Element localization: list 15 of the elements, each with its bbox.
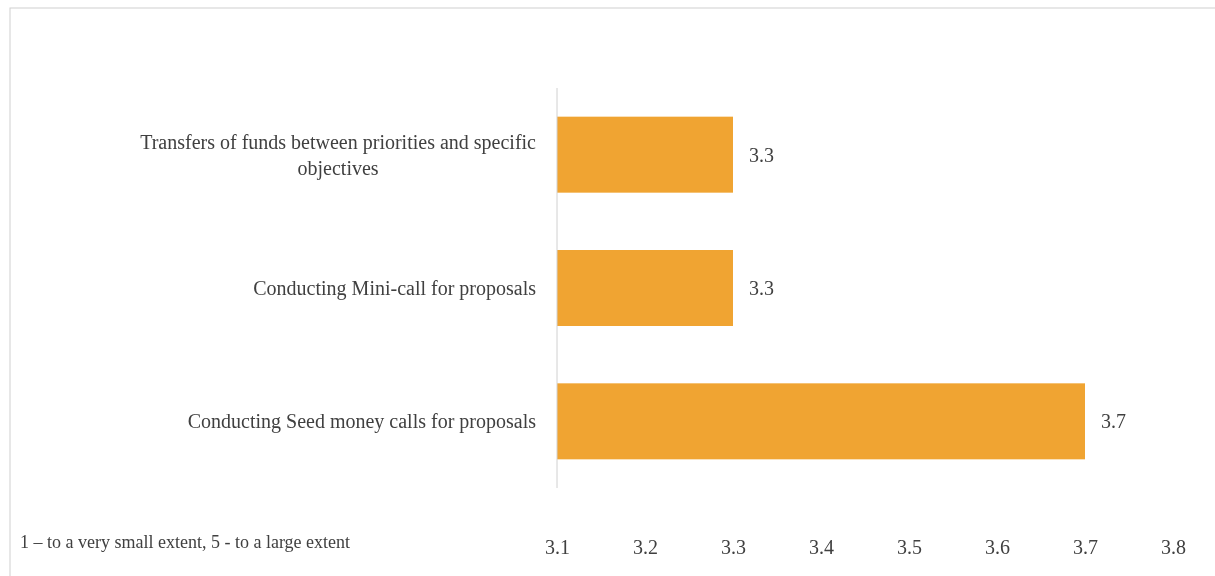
text: 1 – to a very small extent, 5 - to a large extent bbox=[20, 532, 351, 552]
x-tick-label: 3.4 bbox=[809, 536, 834, 559]
x-tick-label: 3.3 bbox=[721, 536, 746, 559]
x-tick-label: 3.1 bbox=[545, 536, 570, 559]
data-label: 3.3 bbox=[749, 277, 774, 299]
x-tick-label: 3.6 bbox=[985, 536, 1010, 559]
y-tick-label: Conducting Mini-call for proposals bbox=[253, 277, 537, 300]
y-tick-label: Transfers of funds between priorities and specific objectives bbox=[140, 130, 537, 180]
data-label: 3.7 bbox=[1101, 410, 1126, 433]
x-tick-label: 3.5 bbox=[897, 536, 922, 559]
x-tick-label: 3.7 bbox=[1073, 536, 1098, 559]
y-tick-label: Conducting Seed money calls for proposals bbox=[187, 410, 537, 434]
x-tick-label: 3.2 bbox=[633, 536, 658, 559]
data-label: 3.3 bbox=[749, 143, 774, 166]
x-tick-label: 3.8 bbox=[1161, 536, 1186, 559]
